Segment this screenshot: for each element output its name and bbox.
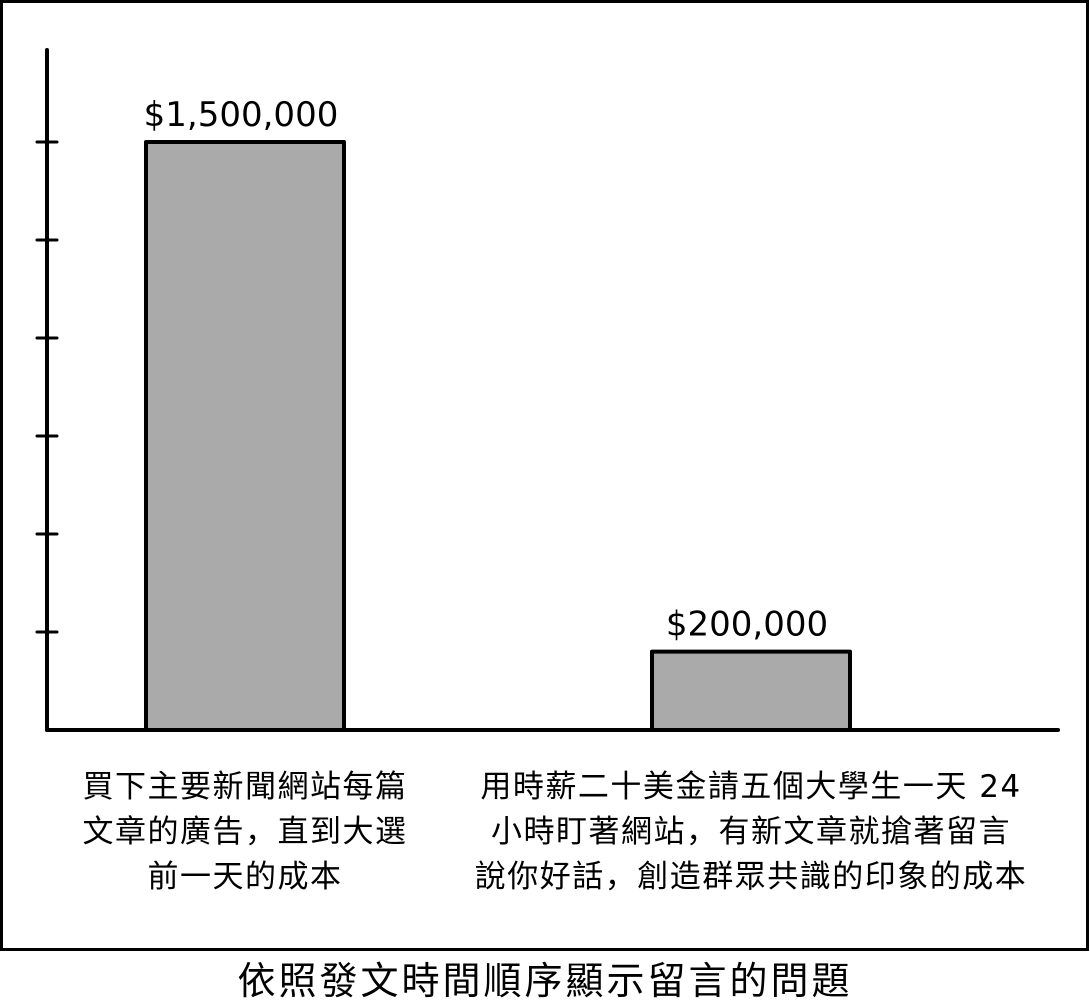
chart-title: 依照發文時間順序顯示留言的問題: [237, 959, 853, 1003]
category-label-line: 說你好話，創造群眾共識的印象的成本: [475, 859, 1028, 895]
category-label-line: 小時盯著網站，有新文章就搶著留言: [491, 814, 1011, 850]
bar: [144, 140, 346, 732]
category-label-line: 文章的廣告，直到大選: [83, 814, 408, 850]
bar: [650, 649, 852, 732]
category-label-line: 買下主要新聞網站每篇: [83, 769, 408, 805]
data-label: $200,000: [666, 605, 828, 645]
category-label-line: 前一天的成本: [148, 859, 343, 895]
category-label-line: 用時薪二十美金請五個大學生一天 24: [480, 769, 1021, 805]
data-label: $1,500,000: [144, 95, 339, 135]
